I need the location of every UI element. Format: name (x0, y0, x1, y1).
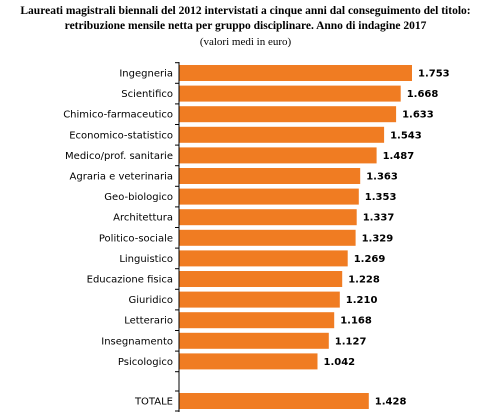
bar-4 (179, 147, 377, 164)
category-label-3: Economico-statistico (69, 130, 173, 141)
value-label-13: 1.127 (335, 336, 367, 347)
bar-1 (179, 85, 401, 102)
chart-title: Laureati magistrali biennali del 2012 in… (0, 4, 491, 34)
value-label-4: 1.487 (383, 151, 415, 162)
title-line-2: retribuzione mensile netta per gruppo di… (64, 20, 427, 32)
bar-7 (179, 209, 357, 226)
value-label-14: 1.042 (324, 357, 356, 368)
bar-8 (179, 229, 356, 246)
category-label-13: Insegnamento (101, 336, 173, 347)
value-label-6: 1.353 (365, 192, 397, 203)
category-label-1: Scientifico (121, 89, 173, 100)
value-label-1: 1.668 (407, 89, 439, 100)
value-label-2: 1.633 (402, 110, 434, 121)
category-label-4: Medico/prof. sanitarie (65, 151, 173, 162)
value-label-8: 1.329 (362, 233, 394, 244)
category-label-2: Chimico-farmaceutico (63, 110, 173, 121)
value-label-5: 1.363 (366, 172, 398, 183)
category-label-14: Psicologico (118, 357, 173, 368)
bar-6 (179, 188, 359, 205)
category-label-10: Educazione fisica (87, 275, 173, 286)
value-label-3: 1.543 (390, 130, 422, 141)
bar-12 (179, 312, 335, 329)
bar-0 (179, 65, 412, 81)
bar-9 (179, 250, 348, 267)
category-label-5: Agraria e veterinaria (70, 172, 173, 183)
bar-5 (179, 168, 361, 184)
category-label-0: Ingegneria (119, 69, 173, 80)
value-label-total: 1.428 (375, 397, 407, 408)
chart-subtitle: (valori medi in euro) (199, 36, 292, 48)
category-label-total: TOTALE (134, 397, 173, 408)
value-label-12: 1.168 (340, 316, 372, 327)
bar-10 (179, 271, 343, 287)
category-label-6: Geo-biologico (104, 192, 173, 203)
value-label-9: 1.269 (354, 254, 386, 265)
category-label-11: Giuridico (129, 295, 174, 306)
category-label-8: Politico-sociale (99, 233, 173, 244)
bar-total (179, 393, 369, 409)
category-label-7: Architettura (113, 213, 173, 224)
category-label-12: Letterario (124, 316, 173, 327)
value-label-7: 1.337 (363, 213, 395, 224)
value-label-0: 1.753 (418, 69, 450, 80)
value-label-10: 1.228 (348, 275, 380, 286)
bar-11 (179, 291, 340, 308)
title-line-1: Laureati magistrali biennali del 2012 in… (20, 5, 471, 17)
bar-3 (179, 126, 385, 143)
bar-13 (179, 332, 329, 349)
category-label-9: Linguistico (119, 254, 173, 265)
value-label-11: 1.210 (346, 295, 378, 306)
bar-14 (179, 353, 318, 370)
bar-2 (179, 106, 397, 123)
